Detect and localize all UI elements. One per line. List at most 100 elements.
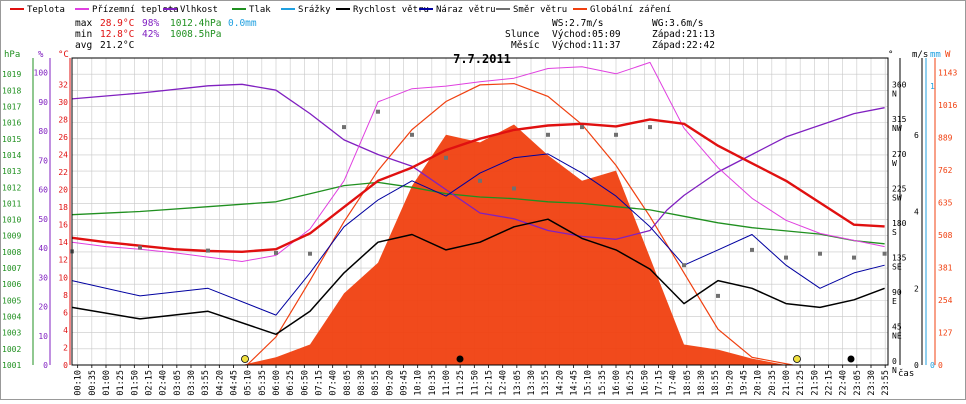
- radiation-tick: 254: [938, 296, 953, 305]
- stats-block: max 28.9°C 98% 1012.4hPa 0.0mm min 12.8°…: [75, 18, 257, 51]
- pressure-tick: 1006: [2, 280, 21, 289]
- stats-min-temp: 12.8°C: [100, 29, 134, 40]
- radiation-tick: 1016: [938, 101, 957, 110]
- pressure-tick: 1017: [2, 102, 21, 111]
- x-tick-label: 08:05: [343, 370, 353, 396]
- radiation-tick: 635: [938, 199, 953, 208]
- x-tick-label: 06:00: [272, 370, 282, 396]
- x-tick-label: 10:35: [428, 370, 438, 396]
- pressure-tick: 1008: [2, 248, 21, 257]
- wind-dir-tick-dir: NW: [892, 124, 902, 133]
- x-tick-label: 11:50: [470, 370, 480, 396]
- stats-min-label: min: [75, 29, 92, 40]
- x-tick-label: 14:45: [570, 370, 580, 396]
- x-tick-label: 10:10: [414, 370, 424, 396]
- temperature-tick: 8: [63, 291, 68, 300]
- wind-speed-tick: 4: [914, 208, 919, 217]
- right-axes: 0N45NE90E135SE180S225SW270W315NW360N0246…: [892, 58, 957, 375]
- temperature-unit: °C: [58, 50, 69, 60]
- radiation-tick: 381: [938, 264, 953, 273]
- wind-speed-tick: 2: [914, 284, 919, 293]
- temperature-tick: 2: [63, 343, 68, 352]
- radiation-tick: 762: [938, 166, 953, 175]
- wind-dir-point-15: [682, 263, 686, 268]
- x-tick-label: 19:20: [725, 370, 735, 396]
- legend-label-3: Tlak: [249, 5, 271, 15]
- wind-dir-point-4: [308, 251, 312, 256]
- radiation-unit: W: [945, 50, 951, 60]
- series-line-6: [71, 153, 885, 316]
- x-tick-label: 06:25: [286, 370, 296, 396]
- moonrise-marker: [456, 355, 464, 363]
- wind-dir-point-20: [852, 255, 856, 260]
- wind-speed-tick: 6: [914, 131, 919, 140]
- radiation-tick: 508: [938, 231, 953, 240]
- x-tick-label: 23:05: [853, 370, 863, 396]
- temperature-tick: 12: [58, 256, 68, 265]
- x-tick-label: 14:20: [555, 370, 565, 396]
- series-line-2: [71, 83, 885, 240]
- sunset-marker: [793, 355, 801, 363]
- stats-max-temp: 28.9°C: [100, 18, 134, 29]
- wind-dir-point-11: [546, 132, 550, 137]
- wind-dir-tick-dir: W: [892, 159, 897, 168]
- x-tick-label: 03:55: [201, 370, 211, 396]
- wind-dir-tick-dir: N: [892, 366, 897, 375]
- x-tick-label: 03:30: [187, 370, 197, 396]
- pressure-unit: hPa: [4, 50, 20, 60]
- pressure-tick: 1003: [2, 329, 21, 338]
- wind-dir-point-18: [784, 255, 788, 260]
- temperature-tick: 22: [58, 168, 68, 177]
- x-tick-label: 08:55: [371, 370, 381, 396]
- x-tick-label: 15:35: [598, 370, 608, 396]
- rain-tick: 0: [930, 361, 935, 370]
- chart-title: 7.7.2011: [453, 52, 511, 66]
- pressure-tick: 1009: [2, 232, 21, 241]
- x-tick-label: 06:50: [300, 370, 310, 396]
- wind-speed-tick: 0: [914, 361, 919, 370]
- series-line-5: [71, 218, 885, 336]
- humidity-tick: 10: [38, 332, 48, 341]
- pressure-tick: 1018: [2, 86, 21, 95]
- x-tick-label: 04:45: [230, 370, 240, 396]
- pressure-tick: 1013: [2, 167, 21, 176]
- pressure-tick: 1007: [2, 264, 21, 273]
- wind-dir-tick-deg: 315: [892, 115, 907, 124]
- x-tick-label: 11:25: [456, 370, 466, 396]
- x-tick-label: 18:05: [683, 370, 693, 396]
- stats-avg-temp: 21.2°C: [100, 40, 134, 51]
- x-tick-label: 09:45: [400, 370, 410, 396]
- stats-max-press: 1012.4hPa: [170, 18, 221, 29]
- wind-dir-point-3: [274, 250, 278, 255]
- x-tick-label: 21:00: [782, 370, 792, 396]
- wind-dir-tick-deg: 225: [892, 184, 907, 193]
- moon-set: Západ:22:42: [652, 40, 715, 51]
- x-tick-label: 16:50: [640, 370, 650, 396]
- pressure-tick: 1005: [2, 296, 21, 305]
- x-tick-label: 21:50: [810, 370, 820, 396]
- x-axis-label: čas: [898, 368, 914, 379]
- sunrise-marker: [241, 355, 249, 363]
- x-tick-label: 20:10: [754, 370, 764, 396]
- wind-dir-tick-deg: 270: [892, 150, 907, 159]
- wind-dir-tick-dir: SE: [892, 262, 902, 271]
- pressure-tick: 1019: [2, 70, 21, 79]
- x-tick-label: 04:20: [215, 370, 225, 396]
- wind-dir-point-13: [614, 132, 618, 137]
- temperature-tick: 30: [58, 98, 68, 107]
- wind-dir-unit: °: [888, 50, 893, 60]
- pressure-tick: 1001: [2, 361, 21, 370]
- temperature-tick: 32: [58, 80, 68, 89]
- pressure-tick: 1016: [2, 119, 21, 128]
- temperature-tick: 0: [63, 361, 68, 370]
- legend-label-5: Rychlost větru: [353, 5, 429, 15]
- x-tick-label: 07:15: [315, 370, 325, 396]
- humidity-unit: %: [38, 50, 44, 60]
- wind-dir-point-8: [444, 155, 448, 160]
- pressure-tick: 1004: [2, 313, 21, 322]
- radiation-tick: 1143: [938, 69, 957, 78]
- wind-dir-point-6: [376, 109, 380, 114]
- wind-dir-point-17: [750, 247, 754, 252]
- wind-dir-point-1: [138, 245, 142, 250]
